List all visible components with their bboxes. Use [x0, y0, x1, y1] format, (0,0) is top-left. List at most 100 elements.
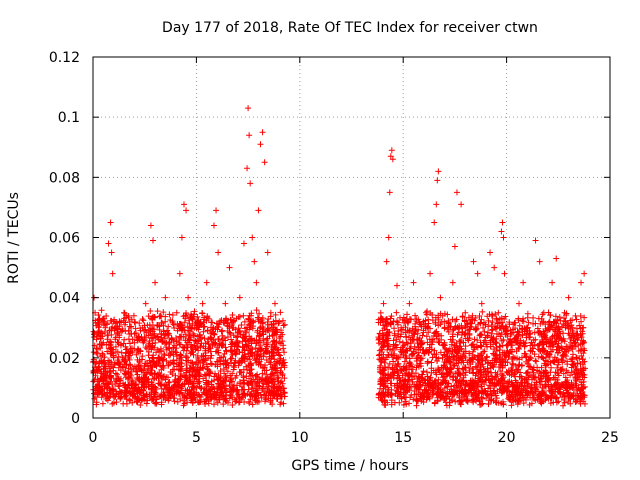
data-point: [449, 279, 456, 286]
data-point: [393, 282, 400, 289]
data-point: [249, 346, 256, 353]
data-point: [223, 316, 230, 323]
data-point: [185, 294, 192, 301]
data-point: [158, 319, 165, 326]
data-point: [163, 344, 170, 351]
data-point: [251, 258, 258, 265]
data-point: [140, 383, 147, 390]
data-point: [226, 264, 233, 271]
data-point: [448, 383, 455, 390]
data-point: [277, 309, 284, 316]
data-point: [204, 366, 211, 373]
data-point: [183, 354, 190, 361]
data-point: [246, 356, 253, 363]
data-point: [147, 331, 154, 338]
data-point: [487, 249, 494, 256]
y-axis-tick-labels: 0 0.02 0.04 0.06 0.08 0.1 0.12: [49, 50, 80, 427]
data-point: [498, 228, 505, 235]
data-point: [239, 394, 246, 401]
data-point: [227, 330, 234, 337]
data-point: [207, 360, 214, 367]
data-point: [171, 379, 178, 386]
data-point: [266, 374, 273, 381]
data-point: [154, 308, 161, 315]
data-point: [536, 258, 543, 265]
data-point: [213, 348, 220, 355]
data-point: [158, 376, 165, 383]
data-point: [152, 339, 159, 346]
data-point: [196, 392, 203, 399]
data-point: [125, 336, 132, 343]
data-point: [165, 395, 172, 402]
data-point: [244, 165, 251, 172]
data-point: [233, 395, 240, 402]
data-point: [213, 207, 220, 214]
data-point: [246, 353, 253, 360]
data-point: [184, 365, 191, 372]
data-point: [117, 367, 124, 374]
data-point: [91, 377, 98, 384]
data-point: [116, 383, 123, 390]
data-point: [233, 334, 240, 341]
data-point: [532, 237, 539, 244]
data-point: [500, 234, 507, 241]
data-point: [277, 355, 284, 362]
data-point: [280, 400, 287, 407]
data-point: [420, 368, 427, 375]
data-point: [161, 351, 168, 358]
data-point: [163, 357, 170, 364]
data-point: [251, 337, 258, 344]
data-point: [224, 359, 231, 366]
y-axis-label: ROTI / TECUs: [6, 192, 22, 284]
data-point: [156, 357, 163, 364]
data-point: [214, 399, 221, 406]
data-point: [197, 344, 204, 351]
data-point: [115, 326, 122, 333]
data-point: [220, 335, 227, 342]
data-point: [131, 330, 138, 337]
data-point: [169, 312, 176, 319]
data-point: [404, 311, 411, 318]
data-point: [94, 391, 101, 398]
data-point: [249, 372, 256, 379]
x-axis-label: GPS time / hours: [291, 458, 408, 474]
data-point: [180, 347, 187, 354]
y-tick-label: 0.06: [49, 231, 80, 247]
data-point: [114, 339, 121, 346]
data-point: [203, 371, 210, 378]
data-point: [191, 308, 198, 315]
data-point: [162, 318, 169, 325]
data-point: [488, 322, 495, 329]
data-point: [248, 384, 255, 391]
data-point: [178, 333, 185, 340]
data-point: [218, 328, 225, 335]
data-point: [144, 369, 151, 376]
data-point: [176, 321, 183, 328]
data-point: [161, 352, 168, 359]
data-point: [279, 380, 286, 387]
data-point: [474, 270, 481, 277]
data-point: [208, 352, 215, 359]
data-point: [236, 327, 243, 334]
data-point: [112, 334, 119, 341]
data-point: [118, 319, 125, 326]
data-point: [182, 357, 189, 364]
data-point: [524, 310, 531, 317]
data-point: [158, 313, 165, 320]
data-point: [381, 359, 388, 366]
data-point: [176, 339, 183, 346]
data-point: [104, 384, 111, 391]
data-point: [178, 360, 185, 367]
data-point: [431, 219, 438, 226]
data-point: [181, 319, 188, 326]
data-point: [277, 401, 284, 408]
data-point: [184, 393, 191, 400]
data-point: [385, 234, 392, 241]
data-point: [175, 361, 182, 368]
data-point: [162, 396, 169, 403]
data-point: [126, 361, 133, 368]
data-point: [228, 343, 235, 350]
data-point: [107, 363, 114, 370]
data-points: [90, 105, 589, 409]
data-point: [205, 400, 212, 407]
